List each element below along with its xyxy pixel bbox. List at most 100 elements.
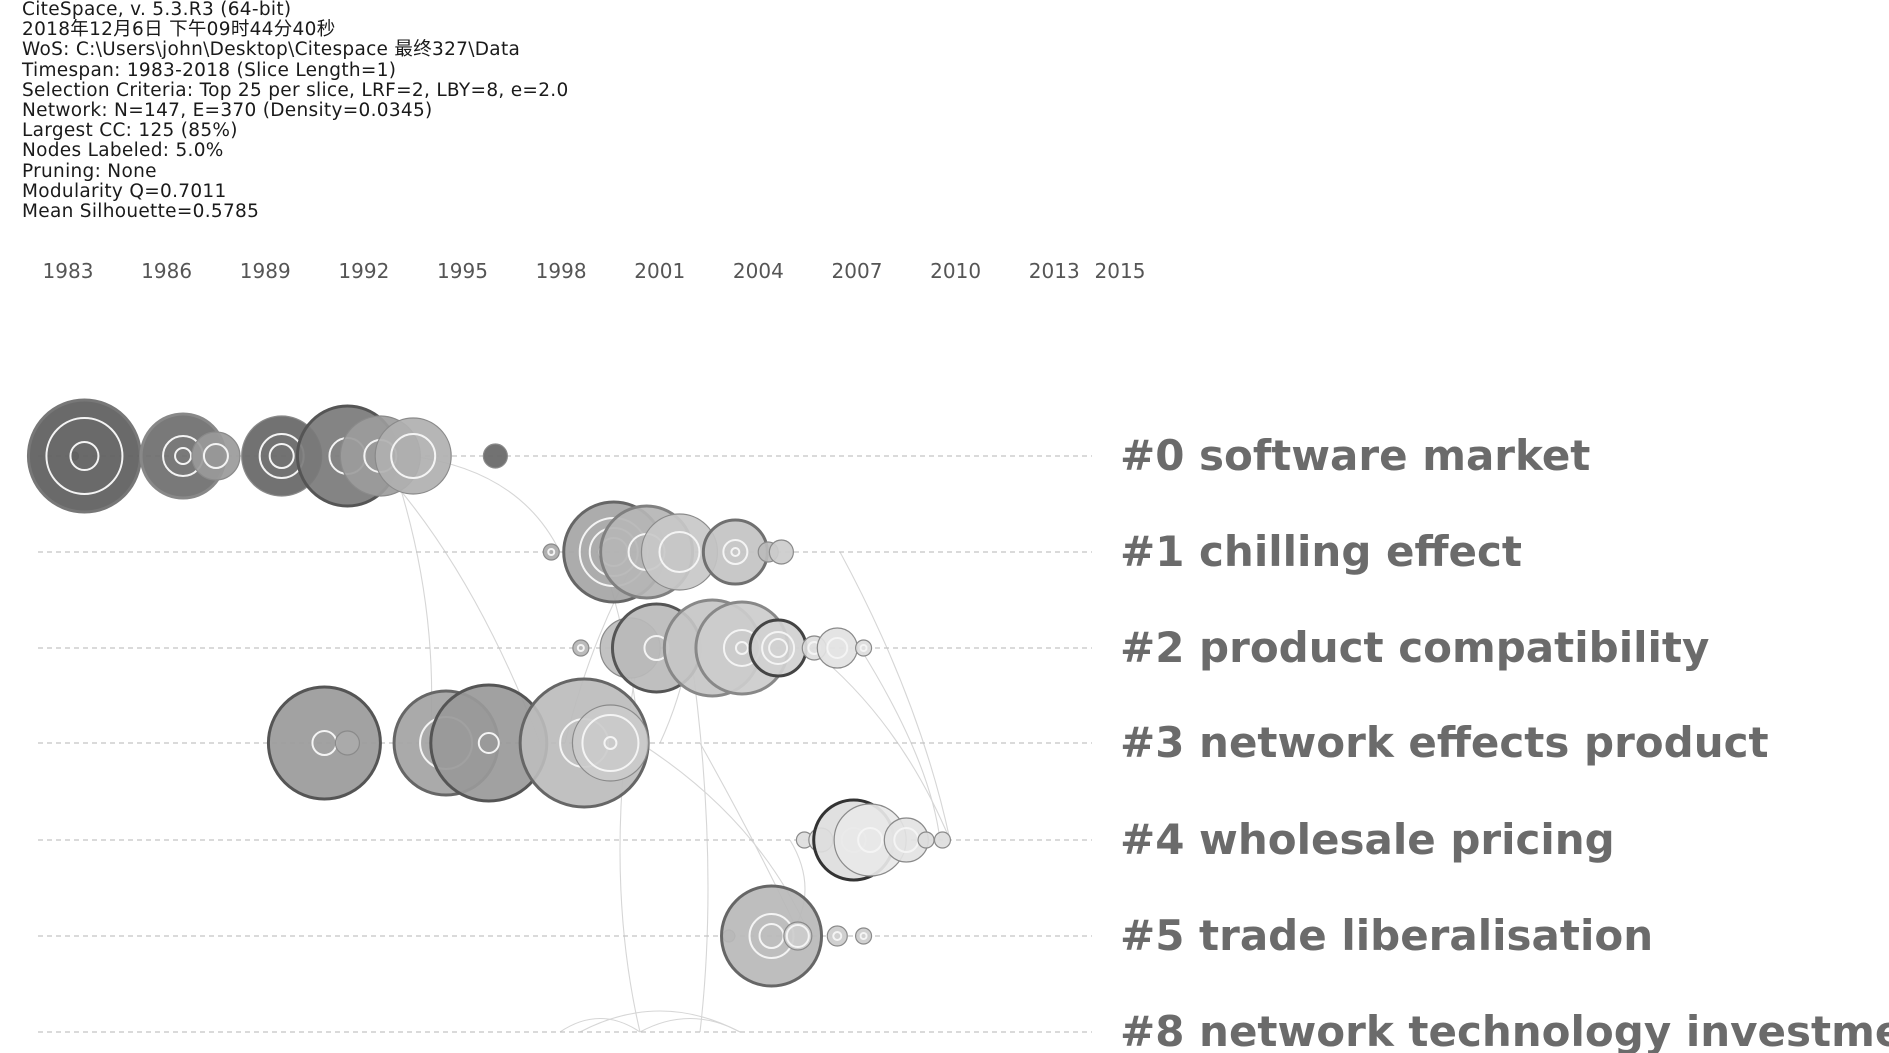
cluster-label-2[interactable]: #2 product compatibility (1117, 620, 1713, 676)
node-ring (603, 736, 618, 750)
node-circle (768, 539, 794, 565)
cluster-label-0[interactable]: #0 software market (1117, 428, 1594, 484)
node-ring (734, 641, 749, 655)
node-ring (581, 714, 640, 772)
info-line-labeled: Nodes Labeled: 5.0% (22, 140, 224, 162)
info-line-data-path: WoS: C:\Users\john\Desktop\Citespace 最终3… (22, 39, 521, 61)
node-ring (390, 433, 437, 479)
cluster-5-node[interactable] (783, 921, 813, 951)
node-ring (45, 417, 124, 495)
node-circle (482, 443, 508, 469)
node-ring (658, 531, 701, 573)
node-circle (854, 927, 873, 945)
citation-nodes (26, 398, 952, 988)
info-line-date: 2018年12月6日 下午09时44分40秒 (22, 19, 336, 41)
node-ring (202, 443, 229, 469)
citation-edge (559, 1017, 641, 1033)
node-circle (783, 921, 813, 951)
node-ring (174, 447, 193, 465)
node-circle (572, 639, 590, 657)
year-tick-2004: 2004 (733, 259, 784, 283)
year-tick-1989: 1989 (240, 259, 291, 283)
info-line-timespan: Timespan: 1983-2018 (Slice Length=1) (22, 59, 397, 81)
node-circle (26, 398, 142, 514)
info-line-network: Network: N=147, E=370 (Density=0.0345) (22, 100, 433, 122)
cluster-label-6[interactable]: #8 network technology investment (1117, 1004, 1889, 1053)
year-tick-1992: 1992 (338, 259, 389, 283)
cluster-3-node[interactable] (571, 704, 650, 782)
info-line-software: CiteSpace, v. 5.3.R3 (64-bit) (22, 0, 292, 20)
network-summary: CiteSpace, v. 5.3.R3 (64-bit) 2018年12月6日… (22, 0, 569, 222)
cluster-5-node[interactable] (720, 884, 824, 988)
cluster-label-1[interactable]: #1 chilling effect (1117, 524, 1526, 580)
year-tick-2015: 2015 (1095, 259, 1146, 283)
info-line-largest-cc: Largest CC: 125 (85%) (22, 120, 238, 142)
cluster-5-node[interactable] (826, 925, 848, 947)
cluster-label-4[interactable]: #4 wholesale pricing (1117, 812, 1619, 868)
node-ring (722, 539, 749, 565)
year-tick-2007: 2007 (832, 259, 883, 283)
cluster-0-node[interactable] (26, 398, 142, 514)
node-circle (933, 831, 952, 849)
cluster-2-node[interactable] (854, 639, 873, 657)
node-ring (268, 443, 295, 469)
year-axis: 1983 1986 1989 1992 1995 1998 2001 2004 2007 2010… (43, 259, 1146, 283)
node-circle (571, 704, 650, 782)
cluster-label-5[interactable]: #5 trade liberalisation (1117, 908, 1657, 964)
node-circle (191, 431, 241, 481)
cluster-0-node[interactable] (482, 443, 508, 469)
node-ring (730, 547, 741, 557)
cluster-5-node[interactable] (854, 927, 873, 945)
citation-edge (859, 647, 941, 841)
citation-edge (689, 647, 709, 1033)
info-line-pruning: Pruning: None (22, 160, 157, 182)
node-ring (859, 932, 868, 940)
year-tick-1983: 1983 (43, 259, 94, 283)
node-ring (547, 548, 556, 556)
node-circle (720, 884, 824, 988)
cluster-4-node[interactable] (917, 831, 935, 849)
node-ring (69, 441, 100, 471)
citation-edge (839, 551, 951, 841)
node-ring (576, 644, 585, 652)
node-ring (857, 827, 884, 853)
year-tick-2010: 2010 (930, 259, 981, 283)
cluster-3-node[interactable] (266, 685, 382, 801)
cluster-0-node[interactable] (374, 417, 452, 495)
node-ring (785, 924, 810, 948)
cluster-2-node[interactable] (816, 627, 858, 669)
node-circle (748, 618, 808, 678)
node-circle (374, 417, 452, 495)
info-line-selection: Selection Criteria: Top 25 per slice, LR… (22, 79, 569, 101)
cluster-2-node[interactable] (748, 618, 808, 678)
node-circle (542, 543, 560, 561)
year-tick-1986: 1986 (141, 259, 192, 283)
node-ring (477, 732, 500, 754)
node-ring (832, 931, 843, 941)
info-line-modularity: Modularity Q=0.7011 (22, 180, 227, 202)
year-tick-1995: 1995 (437, 259, 488, 283)
node-circle (854, 639, 873, 657)
year-tick-2013: 2013 (1029, 259, 1080, 283)
node-circle (816, 627, 858, 669)
cluster-label-3[interactable]: #3 network effects product (1117, 715, 1773, 771)
info-line-silhouette: Mean Silhouette=0.5785 (22, 201, 260, 223)
node-circle (334, 730, 361, 756)
node-ring (768, 638, 789, 658)
node-circle (266, 685, 382, 801)
cluster-2-node[interactable] (572, 639, 590, 657)
node-ring (859, 644, 868, 652)
node-circle (917, 831, 935, 849)
year-tick-2001: 2001 (634, 259, 685, 283)
citation-edge (579, 1010, 741, 1033)
cluster-1-node[interactable] (542, 543, 560, 561)
cluster-3-node[interactable] (334, 730, 361, 756)
cluster-0-node[interactable] (191, 431, 241, 481)
cluster-4-node[interactable] (933, 831, 952, 849)
node-ring (826, 637, 849, 659)
year-tick-1998: 1998 (536, 259, 587, 283)
node-circle (826, 925, 848, 947)
cluster-1-node[interactable] (768, 539, 794, 565)
